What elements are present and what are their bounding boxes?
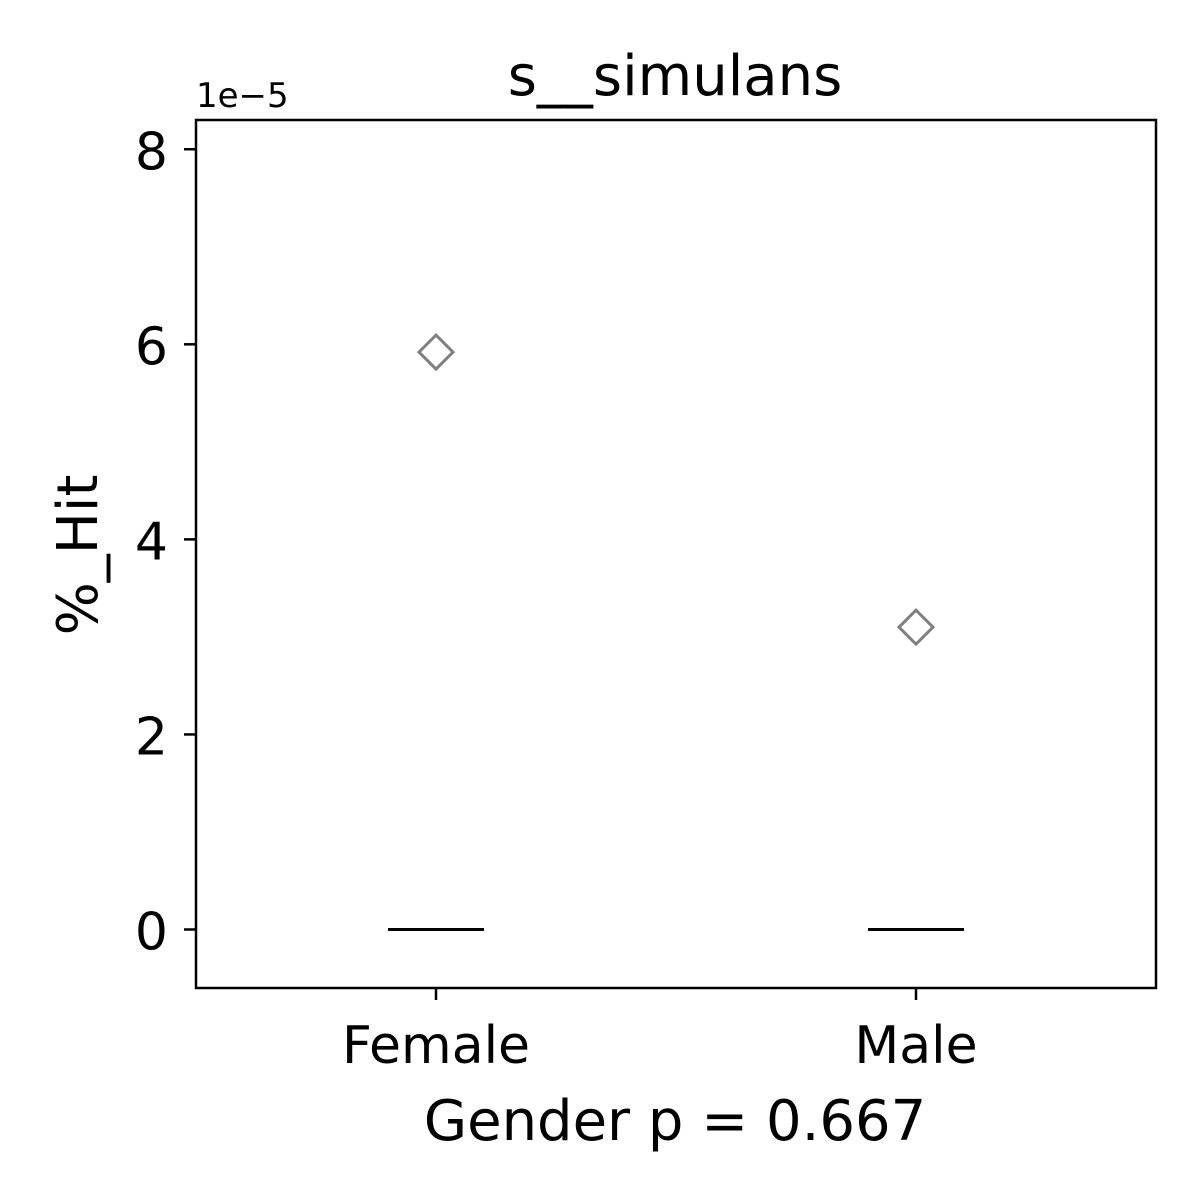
- x-axis-label: Gender p = 0.667: [424, 1089, 927, 1154]
- axes-frame: [194, 118, 1158, 990]
- y-tick-label: 6: [135, 317, 168, 377]
- outlier-marker-male: [896, 608, 936, 647]
- y-offset-label: 1e−5: [196, 76, 289, 116]
- y-tick-label: 4: [135, 512, 168, 572]
- y-tick-label: 0: [135, 902, 168, 962]
- x-tick-label: Female: [342, 1016, 530, 1076]
- x-tick-label: Male: [854, 1016, 977, 1076]
- plot-area: 0 2 4 6 8 Female Male: [135, 122, 978, 1076]
- outlier-marker-female: [416, 332, 456, 372]
- y-axis-label: %_Hit: [46, 475, 111, 636]
- chart-title: s__simulans: [508, 44, 843, 109]
- y-tick-label: 2: [135, 707, 168, 767]
- y-tick-label: 8: [135, 122, 168, 182]
